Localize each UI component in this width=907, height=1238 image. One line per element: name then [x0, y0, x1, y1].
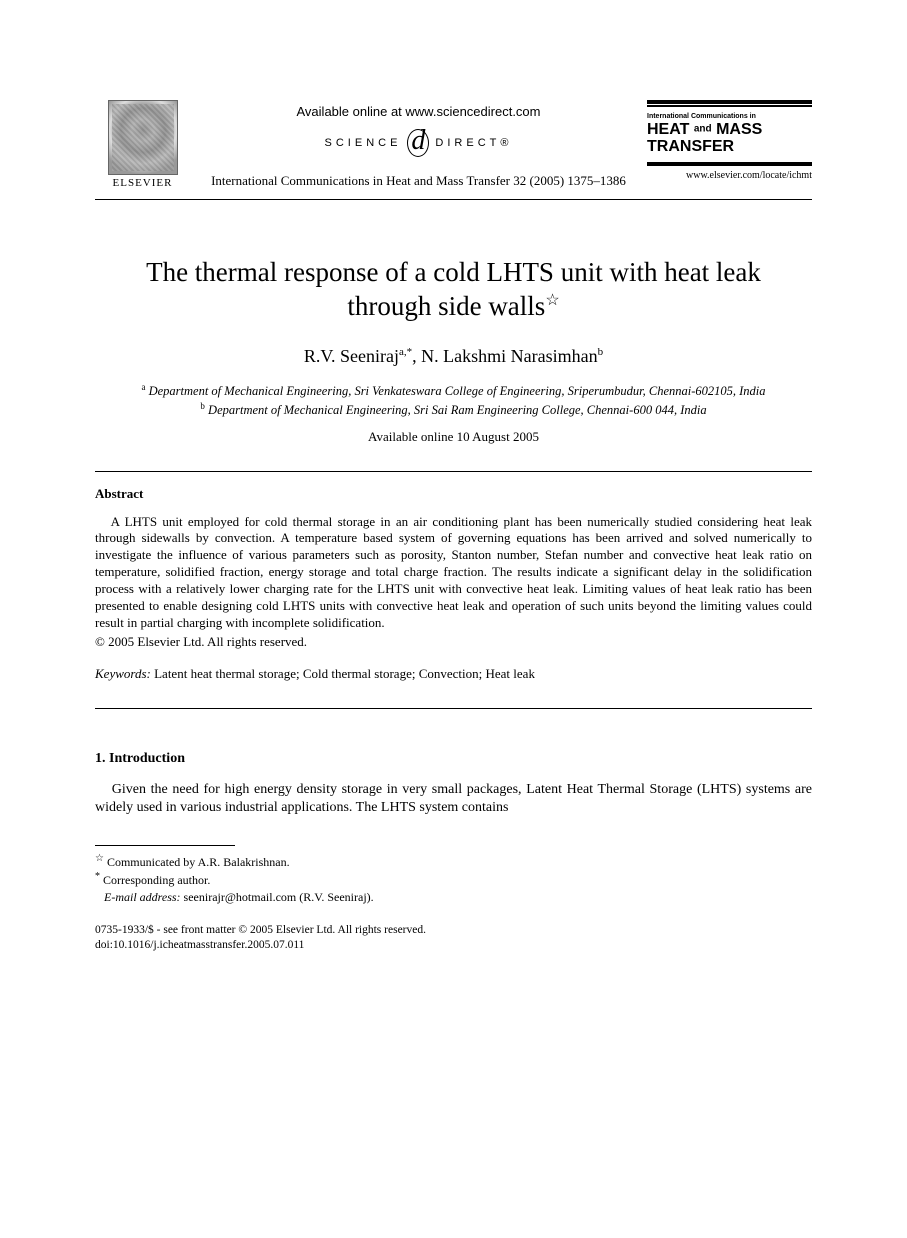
footnote-corresponding: * Corresponding author.: [95, 870, 812, 888]
footer-line1: 0735-1933/$ - see front matter © 2005 El…: [95, 923, 812, 938]
abstract-top-rule: [95, 471, 812, 472]
introduction-heading: 1. Introduction: [95, 751, 812, 767]
abstract-bottom-rule: [95, 708, 812, 709]
jbox-bar-top: [647, 100, 812, 104]
sd-left: SCIENCE: [325, 137, 402, 149]
article-title: The thermal response of a cold LHTS unit…: [115, 256, 792, 324]
keywords-label: Keywords:: [95, 666, 151, 681]
sciencedirect-logo: SCIENCE d DIRECT®: [325, 129, 513, 157]
sd-d-icon: d: [407, 129, 429, 157]
journal-title-box: International Communications in HEAT and…: [647, 100, 812, 181]
affiliations: a Department of Mechanical Engineering, …: [95, 381, 812, 419]
title-text: The thermal response of a cold LHTS unit…: [146, 257, 761, 321]
keywords: Keywords: Latent heat thermal storage; C…: [95, 666, 812, 682]
abstract-label: Abstract: [95, 486, 812, 502]
footnote-email: E-mail address: seenirajr@hotmail.com (R…: [95, 889, 812, 905]
footnote-rule: [95, 845, 235, 846]
copyright-text: © 2005 Elsevier Ltd. All rights reserved…: [95, 634, 812, 650]
footnotes: ☆ Communicated by A.R. Balakrishnan. * C…: [95, 852, 812, 905]
affil-a-text: Department of Mechanical Engineering, Sr…: [145, 384, 765, 398]
footer: 0735-1933/$ - see front matter © 2005 El…: [95, 923, 812, 953]
author-sep: ,: [412, 346, 421, 366]
jbox-bar-bottom: [647, 162, 812, 166]
sd-right: DIRECT®: [435, 137, 512, 149]
publisher-logo-block: ELSEVIER: [95, 100, 190, 189]
introduction-text: Given the need for high energy density s…: [95, 781, 812, 817]
elsevier-tree-icon: [108, 100, 178, 175]
journal-header: ELSEVIER Available online at www.science…: [95, 100, 812, 189]
jbox-smalltext: International Communications in: [647, 113, 812, 120]
jbox-bar-top2: [647, 105, 812, 107]
author-1-name: R.V. Seeniraj: [304, 346, 399, 366]
author-2-name: N. Lakshmi Narasimhan: [421, 346, 597, 366]
journal-url: www.elsevier.com/locate/ichmt: [647, 170, 812, 181]
available-date: Available online 10 August 2005: [95, 429, 812, 445]
journal-citation: International Communications in Heat and…: [211, 173, 626, 189]
keywords-text: Latent heat thermal storage; Cold therma…: [151, 666, 535, 681]
title-star-icon: ☆: [545, 292, 559, 309]
abstract-text: A LHTS unit employed for cold thermal st…: [95, 514, 812, 632]
footer-line2: doi:10.1016/j.icheatmasstransfer.2005.07…: [95, 938, 812, 953]
jbox-mass: MASS: [716, 121, 762, 138]
fn-email-label: E-mail address:: [104, 890, 181, 904]
author-1-affil-sup: a,: [399, 346, 407, 358]
jbox-and: and: [694, 124, 712, 135]
jbox-transfer: TRANSFER: [647, 138, 734, 155]
header-rule: [95, 199, 812, 200]
author-2-affil-sup: b: [598, 346, 604, 358]
authors: R.V. Seeniraja,*, N. Lakshmi Narasimhanb: [95, 346, 812, 367]
fn-corr-text: Corresponding author.: [100, 873, 210, 887]
jbox-title: HEAT and MASS TRANSFER: [647, 122, 812, 156]
fn-star-icon: ☆: [95, 853, 104, 864]
fn-email-text: seenirajr@hotmail.com (R.V. Seeniraj).: [181, 890, 374, 904]
publisher-name: ELSEVIER: [113, 177, 173, 189]
jbox-heat: HEAT: [647, 121, 689, 138]
footnote-communicated: ☆ Communicated by A.R. Balakrishnan.: [95, 852, 812, 870]
available-online-text: Available online at www.sciencedirect.co…: [297, 104, 541, 119]
fn-star-text: Communicated by A.R. Balakrishnan.: [104, 855, 290, 869]
center-header: Available online at www.sciencedirect.co…: [190, 100, 647, 189]
affil-b-text: Department of Mechanical Engineering, Sr…: [205, 403, 707, 417]
